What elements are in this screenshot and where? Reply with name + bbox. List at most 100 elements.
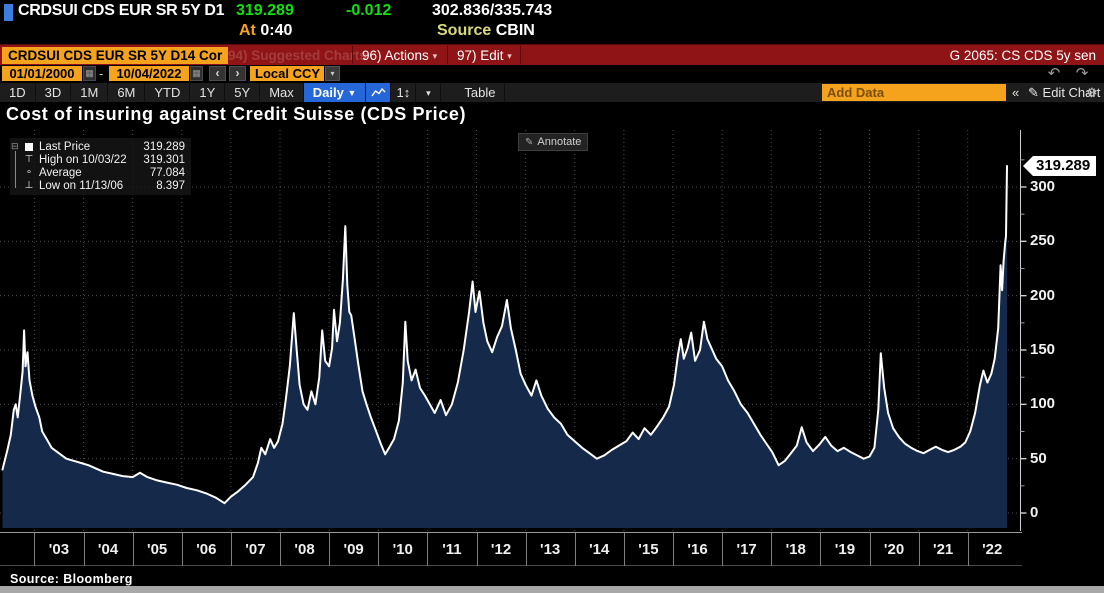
legend-row-low[interactable]: ⊥ Low on 11/13/06 8.397 bbox=[13, 179, 185, 192]
legend-label: Average bbox=[39, 166, 82, 179]
start-date-input[interactable]: 01/01/2000 bbox=[2, 66, 82, 81]
annotate-pencil-icon: ✎ bbox=[525, 136, 534, 148]
x-axis-tick bbox=[329, 533, 331, 566]
x-axis-tick bbox=[427, 533, 429, 566]
quote-source: Source CBIN bbox=[437, 22, 535, 39]
add-data-input[interactable]: Add Data bbox=[822, 84, 1006, 101]
x-axis-tick bbox=[771, 533, 773, 566]
range-button-group: 1D 3D 1M 6M YTD 1Y 5Y Max Daily ▼ 1↕ ▾ Table bbox=[0, 83, 506, 102]
range-button-1y[interactable]: 1Y bbox=[190, 83, 226, 102]
currency-select[interactable]: Local CCY bbox=[250, 66, 324, 81]
legend-row-avg[interactable]: ∘ Average 77.084 bbox=[13, 166, 185, 179]
x-axis-label: '21 bbox=[933, 541, 954, 558]
chevron-down-icon[interactable]: ▾ bbox=[325, 66, 340, 81]
x-axis-tick bbox=[525, 533, 527, 566]
price-chart[interactable] bbox=[0, 130, 1104, 532]
chart-legend[interactable]: ⊟ Last Price 319.289 ⊤ High on 10/03/22 319.… bbox=[10, 138, 191, 195]
y-axis-label: 150 bbox=[1030, 341, 1056, 358]
range-button-1d[interactable]: 1D bbox=[0, 83, 36, 102]
avg-marker-icon: ∘ bbox=[25, 167, 33, 178]
edit-chart-button[interactable]: ✎ Edit Chart bbox=[1028, 85, 1101, 100]
x-axis: '03 '04 '05 '06 '07 '08 '09 '10 '11 '12 '13 '14 '15 '… bbox=[0, 532, 1104, 566]
end-date-input[interactable]: 10/04/2022 bbox=[109, 66, 189, 81]
range-button-6m[interactable]: 6M bbox=[108, 83, 146, 102]
last-price: 319.289 bbox=[236, 2, 294, 19]
settings-gear-icon[interactable]: ⚙ bbox=[1086, 85, 1098, 100]
x-axis-tick bbox=[918, 533, 920, 566]
low-marker-icon: ⊥ bbox=[24, 180, 34, 191]
calendar-icon[interactable]: ▦ bbox=[190, 66, 203, 81]
price-area-fill bbox=[2, 166, 1007, 528]
quote-time: At 0:40 bbox=[239, 22, 293, 39]
redo-icon[interactable]: ↷ bbox=[1075, 65, 1089, 82]
x-axis-label: '08 bbox=[294, 541, 315, 558]
ticker-flag-icon bbox=[4, 4, 13, 21]
undo-icon[interactable]: ↶ bbox=[1047, 65, 1061, 82]
legend-tree-line bbox=[15, 151, 16, 188]
x-axis-label: '03 bbox=[48, 541, 70, 558]
calendar-icon[interactable]: ▦ bbox=[83, 66, 96, 81]
legend-label: High on 10/03/22 bbox=[39, 153, 127, 166]
collapse-panel-button[interactable]: « bbox=[1012, 85, 1020, 100]
x-axis-tick bbox=[181, 533, 183, 566]
range-button-1m[interactable]: 1M bbox=[71, 83, 109, 102]
annotate-button[interactable]: ✎ Annotate bbox=[518, 133, 589, 151]
x-axis-label: '10 bbox=[392, 541, 413, 558]
range-button-3d[interactable]: 3D bbox=[36, 83, 72, 102]
x-axis-tick bbox=[820, 533, 822, 566]
x-axis-tick bbox=[967, 533, 969, 566]
date-separator: - bbox=[99, 66, 104, 81]
more-chart-types-dropdown[interactable]: ▾ bbox=[416, 83, 442, 102]
legend-expander-icon[interactable]: ⊟ bbox=[11, 141, 19, 151]
x-axis-tick bbox=[722, 533, 724, 566]
legend-row-last[interactable]: Last Price 319.289 bbox=[13, 140, 185, 153]
x-axis-tick bbox=[623, 533, 625, 566]
shift-forward-button[interactable]: › bbox=[229, 66, 246, 81]
x-axis-tick bbox=[280, 533, 281, 566]
chart-toolbar: 1D 3D 1M 6M YTD 1Y 5Y Max Daily ▼ 1↕ ▾ Table Add Da… bbox=[0, 83, 1104, 102]
chevron-down-icon: ▾ bbox=[507, 51, 512, 61]
range-button-5y[interactable]: 5Y bbox=[225, 83, 261, 102]
interval-icon[interactable]: 1↕ bbox=[391, 83, 417, 102]
x-axis-tick bbox=[34, 533, 36, 566]
chart-area[interactable]: ⊟ Last Price 319.289 ⊤ High on 10/03/22 319.… bbox=[0, 130, 1104, 532]
x-axis-tick bbox=[476, 533, 478, 566]
chevron-down-icon: ▼ bbox=[347, 88, 357, 98]
x-axis-tick bbox=[230, 533, 232, 566]
last-marker-icon bbox=[22, 142, 36, 151]
x-axis-label: '14 bbox=[589, 541, 610, 558]
x-axis-label: '20 bbox=[883, 541, 905, 558]
y-axis-label: 300 bbox=[1030, 178, 1056, 195]
x-axis-label: '13 bbox=[540, 541, 561, 558]
period-select[interactable]: Daily ▼ bbox=[303, 83, 367, 102]
table-button[interactable]: Table bbox=[455, 83, 506, 102]
legend-row-high[interactable]: ⊤ High on 10/03/22 319.301 bbox=[13, 153, 185, 166]
x-axis-label: '16 bbox=[687, 541, 708, 558]
menu-actions[interactable]: 96) Actions ▾ bbox=[362, 48, 438, 63]
menu-suggested-charts[interactable]: 94) Suggested Charts bbox=[228, 48, 367, 63]
range-button-max[interactable]: Max bbox=[260, 83, 304, 102]
x-axis-label: '18 bbox=[785, 541, 806, 558]
x-axis-label: '19 bbox=[834, 541, 856, 558]
range-button-ytd[interactable]: YTD bbox=[145, 83, 191, 102]
x-axis-label: '11 bbox=[442, 541, 462, 558]
source-credit: Source: Bloomberg bbox=[10, 572, 133, 586]
x-axis-label: '09 bbox=[343, 541, 364, 558]
legend-value: 319.289 bbox=[143, 140, 185, 153]
last-price-axis-tag: 319.289 bbox=[1023, 156, 1097, 176]
menu-edit[interactable]: 97) Edit ▾ bbox=[457, 48, 512, 63]
x-axis-label: '06 bbox=[196, 541, 217, 558]
high-marker-icon: ⊤ bbox=[24, 154, 34, 165]
line-chart-type-icon[interactable] bbox=[366, 83, 392, 102]
security-field[interactable]: CRDSUI CDS EUR SR 5Y D14 Cor bbox=[2, 47, 229, 64]
x-axis-label: '17 bbox=[736, 541, 757, 558]
x-axis-label: '05 bbox=[147, 541, 168, 558]
legend-label: Last Price bbox=[39, 140, 91, 153]
quote-bar: CRDSUI CDS EUR SR 5Y D1 319.289 -0.012 3… bbox=[0, 0, 1104, 44]
menu-bar: CRDSUI CDS EUR SR 5Y D14 Cor 94) Suggest… bbox=[0, 44, 1104, 65]
legend-value: 77.084 bbox=[149, 166, 185, 179]
x-axis-tick bbox=[673, 533, 674, 566]
shift-back-button[interactable]: ‹ bbox=[209, 66, 226, 81]
x-axis-label: '07 bbox=[245, 541, 266, 558]
x-axis-tick bbox=[574, 533, 576, 566]
